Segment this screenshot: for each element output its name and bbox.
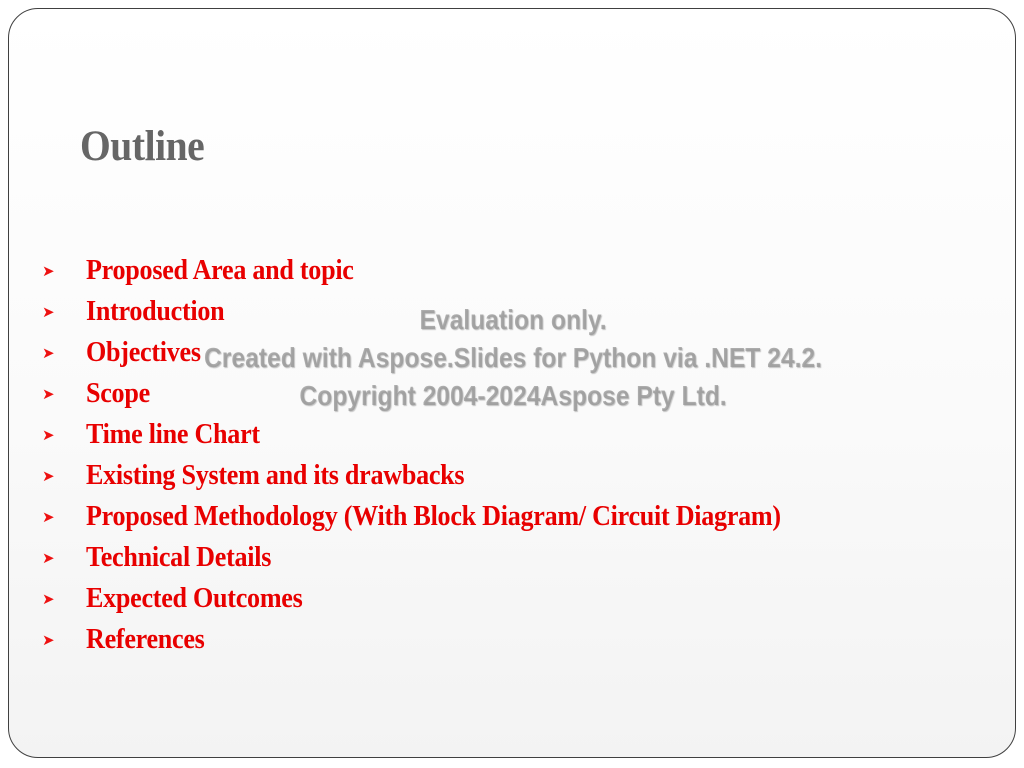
arrow-bullet-icon: ➤ [42,261,55,280]
list-item: ➤ Proposed Methodology (With Block Diagr… [39,496,858,537]
list-item: ➤ Objectives [39,332,858,373]
list-item: ➤ Scope [39,373,858,414]
list-item: ➤ References [39,619,858,660]
list-item-label: Objectives [86,336,201,368]
list-item-label: Proposed Area and topic [86,254,354,286]
list-item-label: Expected Outcomes [86,582,303,614]
list-item: ➤ Introduction [39,291,858,332]
list-item-label: Time line Chart [86,418,260,450]
list-item-label: Technical Details [86,541,272,573]
list-item: ➤ Existing System and its drawbacks [39,455,858,496]
list-item: ➤ Time line Chart [39,414,858,455]
slide: Outline ➤ Proposed Area and topic ➤ Intr… [8,8,1016,758]
list-item: ➤ Proposed Area and topic [39,250,858,291]
list-item-label: References [86,623,205,655]
arrow-bullet-icon: ➤ [42,343,55,362]
arrow-bullet-icon: ➤ [42,507,55,526]
outline-list: ➤ Proposed Area and topic ➤ Introduction… [39,250,858,660]
list-item-label: Scope [86,377,150,409]
arrow-bullet-icon: ➤ [42,425,55,444]
list-item: ➤ Technical Details [39,537,858,578]
arrow-bullet-icon: ➤ [42,302,55,321]
arrow-bullet-icon: ➤ [42,466,55,485]
slide-title: Outline [80,123,205,170]
arrow-bullet-icon: ➤ [42,384,55,403]
arrow-bullet-icon: ➤ [42,548,55,567]
arrow-bullet-icon: ➤ [42,630,55,649]
list-item: ➤ Expected Outcomes [39,578,858,619]
arrow-bullet-icon: ➤ [42,589,55,608]
list-item-label: Introduction [86,295,225,327]
list-item-label: Existing System and its drawbacks [86,459,465,491]
list-item-label: Proposed Methodology (With Block Diagram… [86,500,781,532]
